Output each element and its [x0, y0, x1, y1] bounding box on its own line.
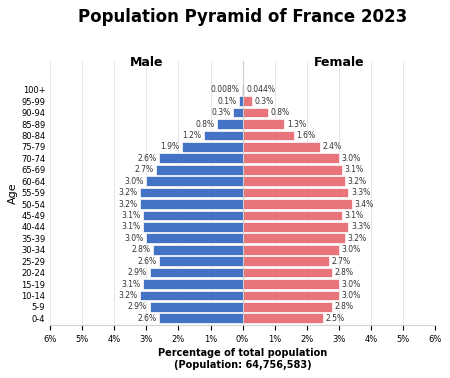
Bar	[243, 85, 244, 94]
Text: Female: Female	[314, 56, 364, 69]
Text: Male: Male	[130, 56, 163, 69]
Bar	[243, 177, 345, 186]
Bar	[243, 131, 294, 140]
Text: 3.0%: 3.0%	[125, 177, 144, 186]
Text: 3.2%: 3.2%	[118, 200, 137, 209]
Bar	[233, 108, 243, 118]
Bar	[243, 119, 284, 129]
Bar	[153, 245, 243, 255]
Text: 3.0%: 3.0%	[342, 291, 360, 300]
Text: 3.4%: 3.4%	[354, 200, 374, 209]
Y-axis label: Age: Age	[9, 183, 18, 204]
Bar	[140, 291, 243, 301]
Bar	[140, 188, 243, 197]
Bar	[143, 222, 243, 232]
Text: 3.0%: 3.0%	[125, 234, 144, 243]
Text: 1.6%: 1.6%	[297, 131, 315, 140]
Bar	[243, 188, 348, 197]
Text: 1.3%: 1.3%	[287, 119, 306, 129]
Bar	[243, 291, 339, 301]
Text: 2.6%: 2.6%	[138, 314, 157, 323]
Bar	[243, 234, 345, 243]
Text: 2.7%: 2.7%	[332, 257, 351, 266]
Bar	[149, 302, 243, 312]
Bar	[243, 199, 351, 209]
Text: 0.8%: 0.8%	[271, 108, 290, 117]
Text: 0.008%: 0.008%	[211, 85, 240, 94]
Bar	[243, 302, 333, 312]
Bar	[243, 256, 329, 266]
Bar	[243, 108, 268, 118]
Bar	[243, 313, 323, 323]
Text: 0.1%: 0.1%	[218, 97, 237, 106]
Bar	[239, 96, 243, 106]
Text: 2.9%: 2.9%	[128, 302, 147, 311]
Bar	[159, 256, 243, 266]
Text: 0.044%: 0.044%	[247, 85, 275, 94]
Text: 3.2%: 3.2%	[118, 188, 137, 197]
Text: 3.1%: 3.1%	[345, 211, 364, 220]
Bar	[243, 96, 252, 106]
Text: 3.2%: 3.2%	[348, 177, 367, 186]
Text: 1.2%: 1.2%	[183, 131, 202, 140]
Bar	[243, 222, 348, 232]
Text: 2.7%: 2.7%	[135, 165, 153, 174]
Text: 1.9%: 1.9%	[160, 143, 179, 152]
Bar	[243, 211, 342, 220]
Text: 3.0%: 3.0%	[342, 245, 360, 254]
Text: 0.8%: 0.8%	[195, 119, 214, 129]
Text: 2.9%: 2.9%	[128, 268, 147, 277]
Title: Population Pyramid of France 2023: Population Pyramid of France 2023	[78, 8, 407, 26]
Bar	[143, 279, 243, 289]
Text: 0.3%: 0.3%	[255, 97, 274, 106]
Text: 3.2%: 3.2%	[118, 291, 137, 300]
Text: 2.8%: 2.8%	[335, 268, 354, 277]
Text: 3.2%: 3.2%	[348, 234, 367, 243]
Text: 2.8%: 2.8%	[335, 302, 354, 311]
Text: 3.1%: 3.1%	[122, 280, 141, 288]
Bar	[243, 245, 339, 255]
Bar	[217, 119, 243, 129]
Text: 0.3%: 0.3%	[211, 108, 230, 117]
Text: 2.6%: 2.6%	[138, 154, 157, 163]
Bar	[182, 142, 243, 152]
Bar	[159, 153, 243, 163]
Bar	[204, 131, 243, 140]
Bar	[156, 165, 243, 175]
Text: 3.1%: 3.1%	[122, 211, 141, 220]
Text: 2.4%: 2.4%	[322, 143, 341, 152]
Text: 3.0%: 3.0%	[342, 154, 360, 163]
Bar	[243, 142, 320, 152]
Bar	[159, 313, 243, 323]
Text: 2.6%: 2.6%	[138, 257, 157, 266]
Bar	[243, 268, 333, 277]
Bar	[149, 268, 243, 277]
Bar	[146, 234, 243, 243]
X-axis label: Percentage of total population
(Population: 64,756,583): Percentage of total population (Populati…	[158, 348, 327, 370]
Bar	[146, 177, 243, 186]
Text: 3.1%: 3.1%	[345, 165, 364, 174]
Bar	[140, 199, 243, 209]
Text: 2.8%: 2.8%	[131, 245, 150, 254]
Text: 3.1%: 3.1%	[122, 222, 141, 231]
Bar	[243, 279, 339, 289]
Bar	[143, 211, 243, 220]
Text: 3.0%: 3.0%	[342, 280, 360, 288]
Bar	[243, 165, 342, 175]
Text: 3.3%: 3.3%	[351, 222, 370, 231]
Text: 3.3%: 3.3%	[351, 188, 370, 197]
Bar	[243, 153, 339, 163]
Text: 2.5%: 2.5%	[325, 314, 344, 323]
